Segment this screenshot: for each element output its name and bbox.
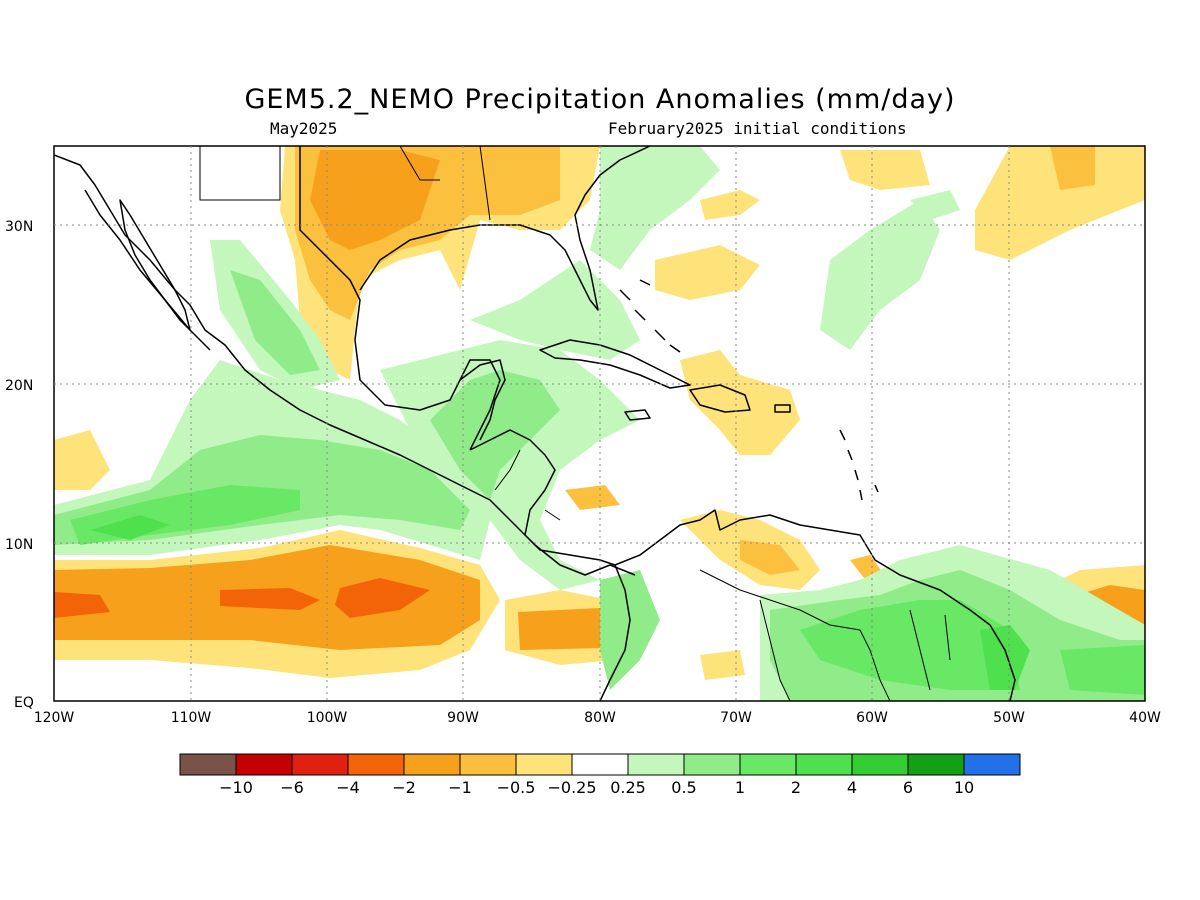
guiana-wet-core — [980, 625, 1030, 690]
atlantic-wet-streak-3 — [910, 190, 960, 220]
colorbar-label-2: −4 — [336, 778, 360, 797]
atlantic-dry-patch-2 — [840, 150, 930, 190]
atlantic-wet-streak-2 — [820, 200, 940, 350]
atlantic-wet-streak-1 — [590, 146, 720, 270]
colorbar-swatch-9 — [683, 753, 741, 776]
hispaniola — [689, 384, 751, 413]
gulf-of-mexico-coast — [299, 146, 501, 451]
andes-wet — [600, 570, 660, 690]
colorbar-swatch-5 — [459, 753, 517, 776]
lon-label-120w: 120W — [34, 710, 75, 726]
central-america-caribbean-coast — [469, 429, 616, 566]
puerto-rico — [774, 404, 791, 413]
atlantic-dry-patch-1-core — [1050, 146, 1095, 190]
colorbar-label-4: −1 — [448, 778, 472, 797]
anomaly-fields — [54, 146, 1145, 701]
colorbar-label-3: −2 — [392, 778, 416, 797]
caribbean-dry-spot — [565, 485, 620, 510]
pacific-dry-spot — [54, 430, 110, 490]
colorbar-swatch-3 — [347, 753, 405, 776]
west-mexico-wet-streak-mid — [230, 270, 320, 375]
colorbar-swatch-11 — [795, 753, 853, 776]
colorbar-swatch-2 — [291, 753, 349, 776]
colorbar-swatch-6 — [515, 753, 573, 776]
colorbar-label-5: −0.5 — [497, 778, 536, 797]
lon-label-80w: 80W — [584, 710, 616, 726]
colorbar-label-0: −10 — [219, 778, 253, 797]
colorbar-swatch-10 — [739, 753, 797, 776]
colorbar-label-7: 0.25 — [610, 778, 646, 797]
forecast-month-label: May2025 — [270, 119, 338, 138]
colorbar-swatch-4 — [403, 753, 461, 776]
gridlines — [54, 146, 1145, 701]
lon-label-100w: 100W — [307, 710, 348, 726]
lon-label-70w: 70W — [720, 710, 752, 726]
atlantic-dry-patch-3 — [655, 245, 760, 300]
bahamas — [619, 279, 681, 353]
colorbar-label-6: −0.25 — [547, 778, 596, 797]
venezuela-dry-patch-core — [740, 540, 800, 575]
colorbar-label-8: 0.5 — [671, 778, 696, 797]
colorbar-swatch-1 — [235, 753, 293, 776]
atlantic-dry-patch-1 — [975, 146, 1145, 260]
colorbar-label-11: 4 — [847, 778, 857, 797]
lon-label-110w: 110W — [171, 710, 212, 726]
central-america-wet — [380, 340, 640, 590]
lon-label-40w: 40W — [1129, 710, 1161, 726]
mexico-west-coast — [84, 189, 211, 351]
initial-conditions-label: February2025 initial conditions — [608, 119, 907, 138]
colorbar-swatch-8 — [627, 753, 685, 776]
south-america-wet-core — [800, 600, 1020, 690]
lat-label-eq: EQ — [14, 695, 34, 711]
pacific-wet-band-center — [90, 515, 170, 540]
jamaica — [624, 409, 651, 421]
colorbar-swatch-13 — [907, 753, 965, 776]
lat-label-10n: 10N — [5, 537, 33, 553]
cuba — [539, 339, 691, 389]
chart-title: GEM5.2_NEMO Precipitation Anomalies (mm/… — [244, 84, 956, 115]
panama-dry-patch-mid — [518, 608, 603, 650]
pacific-dry-band-core — [54, 578, 430, 618]
country-borders — [199, 146, 951, 701]
colorbar-label-9: 1 — [735, 778, 745, 797]
colorbar-label-12: 6 — [903, 778, 913, 797]
south-america-west-coast — [599, 564, 631, 701]
yucatan — [459, 359, 506, 441]
amazon-dry-spot — [700, 650, 745, 680]
colorbar-label-10: 2 — [791, 778, 801, 797]
south-america-north-coast — [614, 509, 1016, 701]
colorbar-swatch-0 — [179, 753, 237, 776]
us-gulf-coast — [359, 146, 651, 311]
atlantic-dry-patch-4 — [700, 190, 760, 220]
lon-label-90w: 90W — [447, 710, 479, 726]
lon-label-60w: 60W — [856, 710, 888, 726]
colorbar-label-1: −6 — [280, 778, 304, 797]
lat-label-20n: 20N — [5, 378, 33, 394]
colorbar-label-13: 10 — [954, 778, 974, 797]
central-america-wet-mid — [430, 370, 560, 500]
lon-label-50w: 50W — [993, 710, 1025, 726]
east-equatorial-wet — [1060, 645, 1145, 695]
lat-label-30n: 30N — [5, 219, 33, 235]
gulf-wet-patch — [470, 260, 640, 360]
colorbar-swatch-12 — [851, 753, 909, 776]
colorbar: −10 −6 −4 −2 −1 −0.5 −0.25 0.25 0.5 1 2 … — [179, 753, 1021, 797]
hispaniola-dry-patch — [680, 350, 800, 455]
colorbar-swatch-7 — [571, 753, 629, 776]
lesser-antilles — [839, 429, 879, 501]
coastlines — [54, 146, 1016, 701]
colorbar-swatch-14 — [963, 753, 1021, 776]
